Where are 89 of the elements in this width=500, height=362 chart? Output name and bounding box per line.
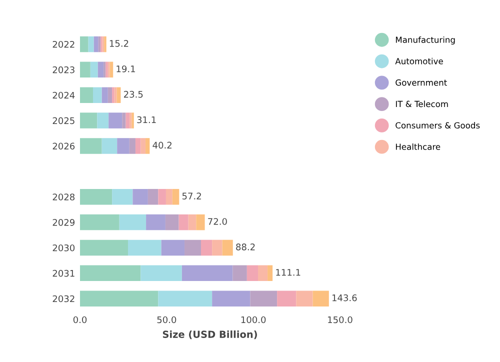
y-tick-label: 2024 [52, 92, 75, 99]
bar [212, 290, 250, 306]
bar [80, 188, 112, 205]
bar [268, 265, 273, 282]
bar [129, 138, 136, 154]
bar [146, 138, 150, 154]
bar [116, 87, 121, 103]
y-tick-label: 2022 [52, 40, 74, 48]
bar [80, 87, 93, 103]
bar [178, 214, 188, 230]
legend-label: Government [396, 79, 447, 86]
bar [188, 214, 196, 230]
y-tick-label: 2031 [52, 270, 74, 277]
bar [108, 87, 112, 103]
y-tick-label: 2028 [52, 194, 75, 200]
bar [184, 240, 201, 256]
bar [88, 36, 94, 52]
bar [112, 188, 133, 205]
bar [122, 112, 126, 128]
bar [165, 214, 179, 230]
bar [148, 188, 158, 205]
bar [135, 138, 141, 154]
bar [102, 138, 118, 154]
legend-label: IT & Telecom [396, 100, 448, 108]
bar [126, 112, 130, 128]
legend-label: Healthcare [396, 143, 440, 150]
total-label: 19.1 [116, 65, 135, 72]
bar [80, 265, 141, 282]
bar [80, 138, 102, 154]
bar [158, 188, 166, 205]
total-label: 143.6 [332, 294, 357, 302]
bar [108, 112, 122, 128]
bar [222, 240, 233, 256]
x-tick-label: 150.0 [328, 316, 352, 324]
total-label: 31.1 [137, 116, 156, 124]
y-tick-label: 2023 [52, 66, 74, 74]
total-label: 15.2 [110, 40, 128, 47]
bar [212, 240, 222, 256]
bar [140, 138, 146, 154]
bar [140, 265, 182, 282]
total-label: 40.2 [152, 142, 172, 149]
y-tick-label: 2026 [52, 142, 75, 150]
x-tick-label: 100.0 [241, 316, 266, 324]
bar [172, 188, 180, 205]
y-tick-label: 2030 [52, 244, 75, 252]
x-tick-label: 0.0 [73, 316, 87, 324]
y-tick-label: 2025 [52, 117, 74, 124]
bar [80, 62, 90, 78]
bar [93, 87, 102, 103]
bar [102, 87, 108, 103]
y-tick-label: 2032 [52, 295, 74, 302]
bar [128, 240, 162, 256]
total-label: 23.5 [124, 90, 143, 98]
bar [166, 188, 172, 205]
legend-label: Manufacturing [396, 36, 455, 45]
bar [196, 214, 205, 230]
bar [80, 214, 120, 230]
bar [117, 138, 130, 154]
bar [312, 290, 329, 306]
bar [132, 188, 148, 205]
bar [200, 240, 212, 256]
bar [80, 240, 128, 256]
bar [158, 290, 212, 306]
bar [250, 290, 278, 306]
x-tick-label: 50.0 [157, 316, 176, 324]
bar [161, 240, 185, 256]
legend-label: Automotive [395, 58, 443, 64]
total-label: 72.0 [208, 218, 227, 225]
bar [90, 62, 98, 78]
total-label: 111.1 [276, 269, 300, 276]
total-label: 88.2 [236, 244, 255, 250]
bar [258, 265, 268, 282]
bar [232, 265, 247, 282]
total-label: 57.2 [182, 192, 201, 200]
bar [80, 36, 88, 52]
bar [277, 290, 296, 306]
bar [97, 112, 109, 128]
bar [94, 36, 98, 52]
bar [246, 265, 258, 282]
bar [296, 290, 313, 306]
x-axis-title: Size (USD Billion) [162, 330, 257, 340]
bar [119, 214, 146, 230]
bar [80, 112, 98, 128]
legend-label: Consumers & Goods [396, 122, 480, 129]
bar [182, 265, 233, 282]
bar [98, 62, 104, 78]
bar [146, 214, 166, 230]
bar [80, 290, 158, 306]
y-tick-label: 2029 [52, 219, 75, 226]
